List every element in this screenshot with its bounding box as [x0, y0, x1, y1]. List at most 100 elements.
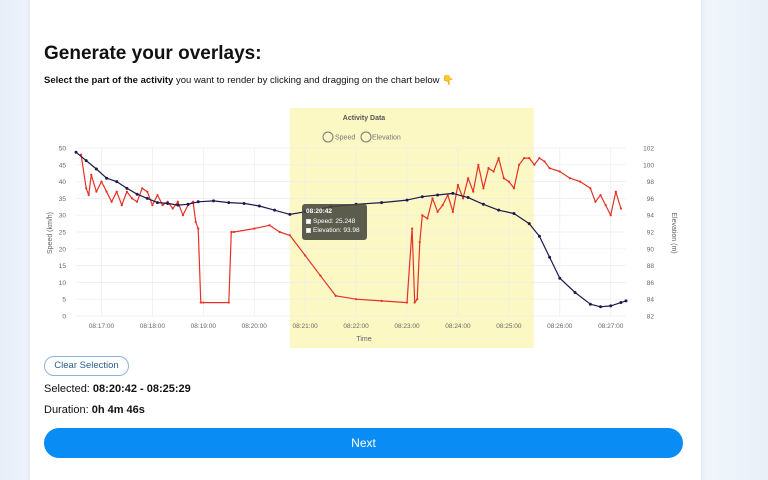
- next-button[interactable]: Next: [44, 428, 683, 458]
- data-point-speed: [230, 230, 233, 234]
- data-point-speed: [151, 204, 154, 207]
- data-point-speed: [380, 299, 383, 302]
- tooltip-elevation: Elevation: 93.98: [313, 227, 360, 234]
- data-point-speed: [411, 227, 414, 230]
- data-point-speed: [176, 200, 179, 203]
- tooltip-speed-row: Speed: 25.248: [306, 217, 363, 227]
- data-point-elevation: [558, 276, 562, 280]
- legend-speed-marker[interactable]: [322, 131, 334, 143]
- page-title: Generate your overlays:: [44, 43, 262, 64]
- page-background-right: [700, 0, 768, 480]
- page-subtitle: Select the part of the activity you want…: [44, 75, 454, 86]
- data-point-elevation: [420, 195, 424, 199]
- y-right-tick-label: 102: [643, 146, 654, 153]
- data-point-elevation: [145, 196, 149, 200]
- y-right-tick-label: 100: [643, 162, 654, 169]
- selected-label: Selected:: [44, 383, 93, 395]
- data-point-speed: [589, 187, 592, 190]
- data-point-elevation: [125, 186, 129, 190]
- data-point-speed: [472, 190, 475, 193]
- y-left-tick-label: 30: [59, 213, 67, 220]
- data-point-elevation: [527, 222, 531, 226]
- data-point-speed: [253, 227, 256, 230]
- data-point-speed: [528, 156, 531, 160]
- data-point-speed: [413, 301, 416, 304]
- data-point-speed: [304, 254, 307, 257]
- data-point-speed: [87, 193, 90, 197]
- tooltip-elevation-row: Elevation: 93.98: [306, 226, 363, 236]
- x-tick-label: 08:19:00: [191, 323, 217, 330]
- tooltip-speed-swatch: [306, 218, 311, 224]
- data-point-speed: [354, 298, 358, 301]
- data-point-speed: [619, 207, 623, 210]
- legend-elevation-marker[interactable]: [360, 131, 372, 143]
- data-point-speed: [194, 220, 197, 224]
- data-point-speed: [115, 190, 118, 193]
- legend-speed-label[interactable]: Speed: [335, 135, 355, 142]
- data-point-speed: [418, 240, 421, 244]
- duration: Duration: 0h 4m 46s: [44, 404, 145, 416]
- y-right-tick-label: 86: [647, 280, 655, 287]
- data-point-speed: [609, 214, 612, 217]
- y-left-tick-label: 40: [59, 179, 67, 186]
- data-point-elevation: [619, 301, 623, 305]
- y-right-tick-label: 98: [647, 179, 655, 186]
- data-point-speed: [130, 197, 134, 200]
- data-point-elevation: [405, 198, 409, 202]
- data-point-speed: [614, 190, 617, 193]
- data-point-speed: [125, 190, 129, 193]
- data-point-elevation: [288, 212, 292, 216]
- legend-elevation-label[interactable]: Elevation: [372, 135, 401, 142]
- data-point-elevation: [537, 234, 541, 238]
- selected-range: Selected: 08:20:42 - 08:25:29: [44, 383, 191, 395]
- data-point-elevation: [609, 304, 613, 308]
- data-point-elevation: [599, 305, 603, 309]
- data-point-elevation: [186, 202, 190, 206]
- data-point-speed: [568, 177, 572, 180]
- data-point-speed: [507, 180, 510, 183]
- data-point-speed: [502, 177, 505, 180]
- data-point-speed: [105, 190, 108, 193]
- data-point-elevation: [105, 176, 109, 180]
- data-point-speed: [579, 180, 582, 183]
- data-point-speed: [319, 274, 322, 277]
- data-point-speed: [543, 160, 546, 163]
- x-tick-label: 08:21:00: [293, 323, 319, 330]
- y-left-tick-label: 15: [59, 263, 67, 270]
- data-point-elevation: [512, 212, 516, 216]
- x-tick-label: 08:27:00: [598, 323, 624, 330]
- clear-selection-button[interactable]: Clear Selection: [44, 356, 129, 376]
- activity-chart[interactable]: 0 5 10 15 20 25 30 35 40 45 50 82 84 86 88 90 92 94 96 98 10…: [44, 108, 684, 348]
- data-point-speed: [146, 190, 149, 193]
- data-point-speed: [100, 180, 103, 183]
- data-point-speed: [90, 173, 93, 176]
- data-point-elevation: [548, 255, 552, 259]
- data-point-elevation: [227, 201, 231, 205]
- y-left-tick-label: 45: [59, 162, 67, 169]
- duration-value: 0h 4m 46s: [91, 404, 145, 416]
- data-point-speed: [594, 200, 597, 203]
- data-point-speed: [405, 301, 409, 304]
- data-point-speed: [334, 294, 337, 297]
- subtitle-bold: Select the part of the activity: [44, 75, 174, 86]
- y-right-tick-label: 94: [647, 213, 655, 220]
- data-point-elevation: [196, 200, 200, 204]
- duration-label: Duration:: [44, 404, 92, 416]
- chart-axes: 0 5 10 15 20 25 30 35 40 45 50 82 84 86 88 90 92 94 96 98 10…: [59, 146, 655, 331]
- data-point-speed: [436, 210, 439, 213]
- data-point-elevation: [115, 180, 119, 184]
- x-tick-label: 08:26:00: [547, 323, 573, 330]
- data-point-elevation: [84, 159, 88, 163]
- data-point-elevation: [155, 201, 159, 205]
- data-point-speed: [85, 187, 88, 190]
- data-point-elevation: [242, 201, 246, 205]
- data-point-elevation: [573, 290, 577, 294]
- y-left-tick-label: 0: [62, 314, 66, 321]
- data-point-speed: [288, 234, 291, 237]
- data-point-speed: [558, 170, 561, 173]
- chart-tooltip: 08:20:42 Speed: 25.248 Elevation: 93.98: [302, 204, 367, 240]
- data-point-elevation: [74, 150, 78, 154]
- chart-title: Activity Data: [343, 115, 386, 122]
- data-point-speed: [461, 197, 465, 200]
- selected-value: 08:20:42 - 08:25:29: [92, 383, 191, 395]
